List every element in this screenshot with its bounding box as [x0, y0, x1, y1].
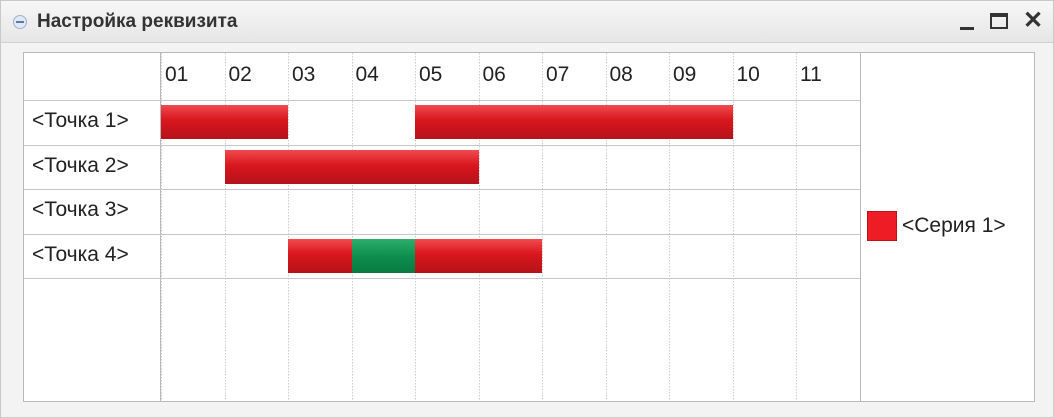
close-icon: ✕	[1022, 7, 1044, 34]
point-label: <Точка 4>	[32, 242, 129, 266]
window-title: Настройка реквизита	[37, 11, 238, 32]
row-divider	[24, 144, 860, 146]
period-tick-label: 07	[546, 63, 570, 86]
grid-line	[605, 53, 607, 401]
period-tick-label: 10	[736, 63, 760, 86]
grid-line	[415, 53, 416, 401]
period-tick-label: 08	[609, 63, 633, 86]
grid-line	[796, 53, 797, 401]
row-divider	[24, 278, 860, 279]
gantt-plot-area[interactable]: 01 02 03 04 05 06 07 08 09 10 11 <Точка 1> <Точка 2>…	[24, 53, 861, 401]
row-divider	[24, 100, 860, 101]
period-tick-label: 04	[355, 63, 379, 86]
legend: <Серия 1>	[860, 53, 1034, 401]
grid-line	[732, 53, 734, 401]
minimize-button[interactable]	[953, 7, 981, 35]
period-tick-label: 03	[292, 63, 316, 86]
gantt-interval-bar[interactable]	[415, 238, 542, 273]
period-tick-label: 01	[165, 63, 189, 86]
period-tick-label: 09	[673, 63, 697, 86]
period-tick-label: 02	[228, 63, 252, 86]
legend-item: <Серия 1>	[867, 211, 1006, 241]
legend-label: <Серия 1>	[902, 214, 1006, 237]
title-bar[interactable]: Настройка реквизита ✕	[1, 1, 1053, 43]
point-label: <Точка 2>	[32, 153, 129, 177]
row-divider	[24, 189, 860, 190]
grid-line	[288, 53, 289, 401]
grid-line	[161, 53, 162, 401]
maximize-icon	[990, 13, 1008, 29]
gantt-interval-bar[interactable]	[224, 149, 479, 184]
legend-swatch	[867, 211, 897, 241]
gantt-interval-bar[interactable]	[288, 238, 352, 273]
minimize-icon	[960, 26, 974, 30]
row-divider	[24, 233, 860, 235]
point-label: <Точка 1>	[32, 109, 129, 132]
period-tick-label: 05	[419, 63, 443, 86]
grid-line	[224, 53, 226, 401]
gantt-chart-panel[interactable]: 01 02 03 04 05 06 07 08 09 10 11 <Точка 1> <Точка 2>…	[23, 52, 1035, 402]
grid-line	[542, 53, 543, 401]
grid-line	[478, 53, 480, 401]
period-tick-label: 11	[800, 63, 822, 86]
close-button[interactable]: ✕	[1019, 7, 1047, 35]
grid-line	[669, 53, 670, 401]
gantt-interval-bar[interactable]	[161, 105, 288, 139]
gantt-interval-bar[interactable]	[415, 105, 733, 139]
gantt-interval-bar[interactable]	[351, 238, 415, 273]
maximize-button[interactable]	[985, 7, 1013, 35]
point-label: <Точка 3>	[32, 198, 129, 221]
window-menu-icon[interactable]	[13, 15, 27, 29]
point-label-column	[24, 53, 161, 401]
grid-line	[351, 53, 353, 401]
period-tick-label: 06	[482, 63, 506, 86]
